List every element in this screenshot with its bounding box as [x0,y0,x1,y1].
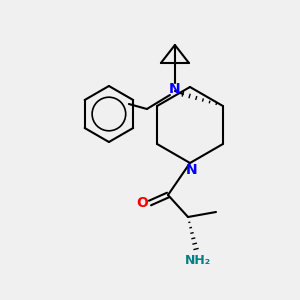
Text: N: N [169,82,181,96]
Text: O: O [136,196,148,210]
Text: N: N [186,163,198,177]
Text: NH₂: NH₂ [185,254,211,268]
